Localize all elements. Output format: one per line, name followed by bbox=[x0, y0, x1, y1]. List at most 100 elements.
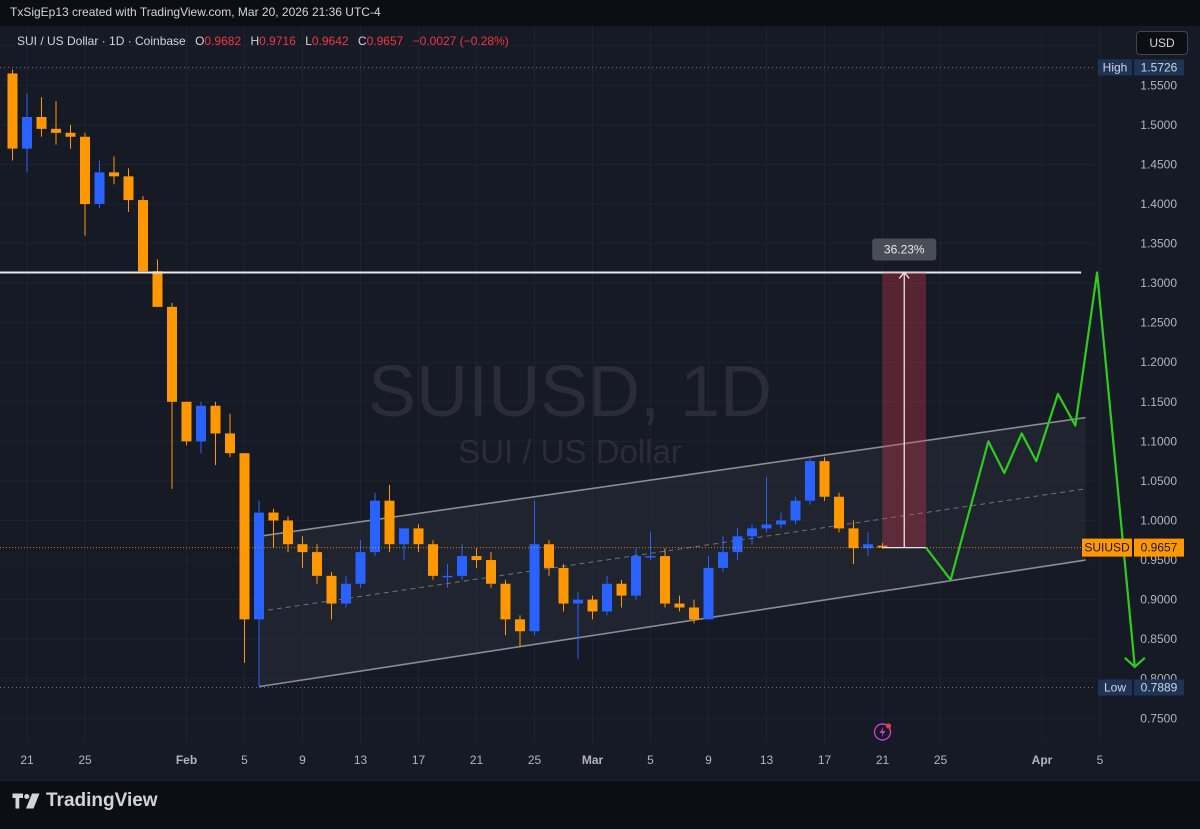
candle bbox=[631, 548, 641, 600]
candle-body bbox=[616, 583, 627, 596]
candle bbox=[471, 548, 482, 568]
candle bbox=[703, 556, 714, 620]
x-tick-label: 9 bbox=[705, 753, 712, 767]
candle bbox=[848, 520, 859, 564]
candle bbox=[834, 492, 844, 533]
measure-label: 36.23% bbox=[884, 242, 925, 256]
candle-body bbox=[805, 461, 815, 501]
candle-body bbox=[326, 575, 337, 604]
candle bbox=[428, 540, 438, 580]
candle-body bbox=[341, 583, 351, 604]
candle-body bbox=[529, 544, 540, 632]
candle-body bbox=[602, 583, 612, 612]
candle-body bbox=[196, 405, 206, 442]
candle bbox=[123, 168, 134, 212]
low-tag-value-bg bbox=[1134, 679, 1184, 696]
x-tick-label: 5 bbox=[1097, 753, 1104, 767]
y-tick-label: 1.2500 bbox=[1140, 316, 1177, 330]
candle-body bbox=[732, 536, 743, 553]
candle bbox=[7, 69, 18, 161]
candle bbox=[355, 540, 366, 588]
candle-body bbox=[109, 172, 119, 177]
y-tick-label: 1.5500 bbox=[1140, 78, 1177, 92]
high-tag-value-bg bbox=[1134, 59, 1184, 76]
candle bbox=[819, 457, 830, 501]
low-tag-label-bg bbox=[1098, 679, 1132, 696]
candle-body bbox=[877, 545, 888, 548]
candle-body bbox=[138, 200, 148, 272]
candle bbox=[65, 124, 76, 149]
candle-body bbox=[776, 520, 786, 525]
legend-close-value: 0.9657 bbox=[366, 34, 404, 48]
candle-body bbox=[761, 524, 772, 529]
candle-body bbox=[297, 544, 308, 553]
candle bbox=[341, 575, 351, 608]
currency-button[interactable]: USD bbox=[1136, 31, 1188, 55]
last-price-value-bg bbox=[1134, 538, 1184, 557]
x-tick-label: 5 bbox=[241, 753, 248, 767]
x-tick-label: 25 bbox=[934, 753, 948, 767]
candle-body bbox=[152, 271, 163, 307]
high-tag-value: 1.5726 bbox=[1141, 60, 1178, 74]
x-tick-label: Mar bbox=[582, 753, 604, 767]
candle bbox=[660, 548, 670, 608]
candle bbox=[239, 453, 250, 663]
legend-low-label: L bbox=[305, 34, 312, 48]
projection-arrow-head bbox=[1124, 657, 1146, 669]
candle bbox=[573, 591, 583, 659]
x-tick-label: 25 bbox=[528, 753, 542, 767]
candle-body bbox=[645, 556, 656, 558]
candle bbox=[36, 97, 47, 137]
candle-body bbox=[413, 528, 424, 545]
legend-close-label: C bbox=[357, 34, 367, 48]
candle bbox=[283, 516, 293, 553]
candle bbox=[196, 401, 206, 454]
candle-body bbox=[442, 575, 453, 578]
candle-body bbox=[515, 619, 525, 632]
candle bbox=[399, 528, 409, 561]
legend-open-label: O bbox=[195, 34, 205, 48]
candle-body bbox=[674, 603, 685, 608]
event-bolt-ring bbox=[873, 723, 892, 741]
legend-high-label: H bbox=[250, 34, 260, 48]
candle bbox=[312, 544, 322, 584]
channel-fill bbox=[259, 417, 1086, 687]
x-tick-label: 9 bbox=[299, 753, 306, 767]
candle-body bbox=[558, 567, 569, 604]
watermark-name: SUI / US Dollar bbox=[458, 433, 682, 470]
last-price-label: SUIUSD bbox=[1084, 541, 1130, 555]
ohlc-legend: SUI / US Dollar · 1D · Coinbase O0.9682 … bbox=[17, 34, 509, 48]
candle bbox=[602, 575, 612, 616]
candle bbox=[210, 401, 221, 466]
price-chart[interactable]: SUIUSD, 1D SUI / US Dollar 36.23% 1.6000… bbox=[0, 26, 1200, 781]
x-tick-label: Apr bbox=[1032, 753, 1053, 767]
candle-body bbox=[65, 132, 76, 137]
candle bbox=[326, 571, 337, 620]
candle bbox=[80, 132, 90, 236]
candle bbox=[863, 532, 873, 557]
candle bbox=[167, 302, 177, 489]
candle bbox=[486, 552, 496, 588]
candle-body bbox=[7, 73, 18, 149]
candle bbox=[94, 160, 105, 208]
legend-open-value: 0.9682 bbox=[204, 34, 242, 48]
candle-body bbox=[210, 405, 221, 434]
x-tick-label: 21 bbox=[876, 753, 890, 767]
y-tick-label: 1.2000 bbox=[1140, 355, 1177, 369]
candle-body bbox=[544, 544, 554, 568]
event-bolt-glyph bbox=[879, 727, 886, 737]
candle bbox=[254, 500, 264, 687]
candle bbox=[674, 595, 685, 612]
x-tick-label: 21 bbox=[20, 753, 34, 767]
candle-body bbox=[268, 512, 279, 521]
legend-symbol[interactable]: SUI / US Dollar · 1D · Coinbase bbox=[17, 34, 186, 48]
candle-body bbox=[703, 567, 714, 620]
projection-path bbox=[925, 271, 1136, 667]
candle-body bbox=[790, 500, 801, 521]
low-tag-label: Low bbox=[1104, 680, 1126, 694]
footer-brand: TradingView bbox=[12, 789, 158, 813]
y-tick-label: 1.0500 bbox=[1140, 474, 1177, 488]
y-tick-label: 0.7500 bbox=[1140, 711, 1177, 725]
x-tick-label: 17 bbox=[412, 753, 426, 767]
y-tick-label: 0.8500 bbox=[1140, 632, 1177, 646]
